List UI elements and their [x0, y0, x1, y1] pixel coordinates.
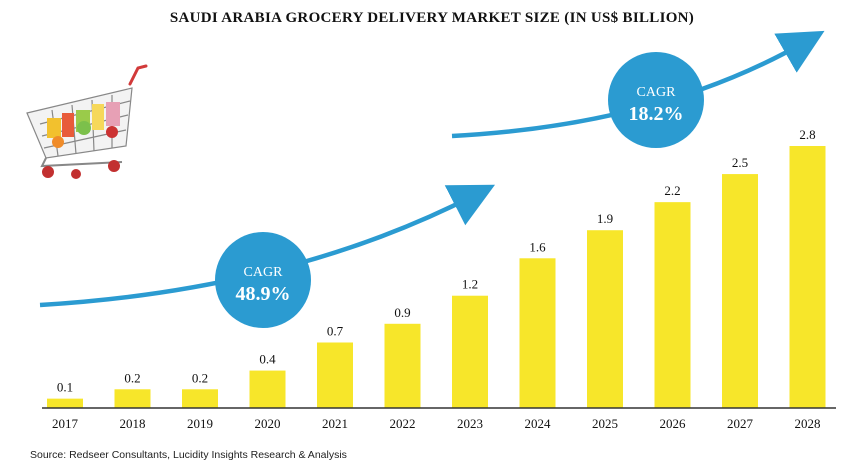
cagr-badge-1: CAGR 48.9%	[215, 232, 311, 328]
x-tick-2019: 2019	[187, 416, 213, 431]
bar-2017	[47, 398, 83, 408]
x-tick-2022: 2022	[390, 416, 416, 431]
cagr-badge-2-value: 18.2%	[629, 103, 684, 125]
cagr-badge-2-label: CAGR	[637, 85, 677, 100]
value-label-2019: 0.2	[192, 370, 208, 385]
value-label-2021: 0.7	[327, 324, 344, 339]
value-label-2020: 0.4	[259, 352, 276, 367]
value-labels-group: 0.1 0.2 0.2 0.4 0.7 0.9 1.2 1.6 1.9 2.2 2.5 2.8	[57, 127, 816, 395]
cagr-badge-2: CAGR 18.2%	[608, 52, 704, 148]
bar-2024	[519, 258, 556, 408]
value-label-2024: 1.6	[529, 239, 546, 254]
x-tick-2025: 2025	[592, 416, 618, 431]
bar-2025	[587, 230, 623, 408]
shopping-cart-icon	[26, 64, 148, 179]
bar-2027	[722, 174, 758, 408]
cagr-badge-1-value: 48.9%	[236, 283, 291, 305]
bar-2021	[317, 342, 353, 408]
x-tick-2021: 2021	[322, 416, 348, 431]
value-label-2022: 0.9	[394, 305, 410, 320]
x-tick-2024: 2024	[525, 416, 552, 431]
bar-2026	[654, 202, 691, 408]
value-label-2027: 2.5	[732, 155, 748, 170]
x-tick-2027: 2027	[727, 416, 754, 431]
x-tick-2026: 2026	[660, 416, 687, 431]
bar-2022	[384, 323, 421, 408]
bar-2019	[182, 389, 218, 408]
source-note: Source: Redseer Consultants, Lucidity In…	[30, 449, 347, 461]
x-tick-2023: 2023	[457, 416, 483, 431]
bars-group	[47, 146, 826, 408]
value-label-2018: 0.2	[124, 370, 140, 385]
bar-2020	[249, 370, 286, 408]
x-tick-2028: 2028	[795, 416, 821, 431]
bar-2018	[114, 389, 151, 408]
value-label-2028: 2.8	[799, 127, 815, 142]
x-tick-labels-group: 2017 2018 2019 2020 2021 2022 2023 2024 2025 2026…	[52, 416, 821, 431]
bar-2023	[452, 295, 488, 408]
x-tick-2017: 2017	[52, 416, 79, 431]
value-label-2023: 1.2	[462, 277, 478, 292]
value-label-2025: 1.9	[597, 211, 613, 226]
x-tick-2020: 2020	[255, 416, 281, 431]
value-label-2017: 0.1	[57, 380, 73, 395]
chart-title: SAUDI ARABIA GROCERY DELIVERY MARKET SIZ…	[169, 10, 695, 26]
bar-2028	[789, 146, 826, 408]
cagr-badge-1-label: CAGR	[244, 265, 284, 280]
value-label-2026: 2.2	[664, 183, 680, 198]
x-tick-2018: 2018	[120, 416, 146, 431]
